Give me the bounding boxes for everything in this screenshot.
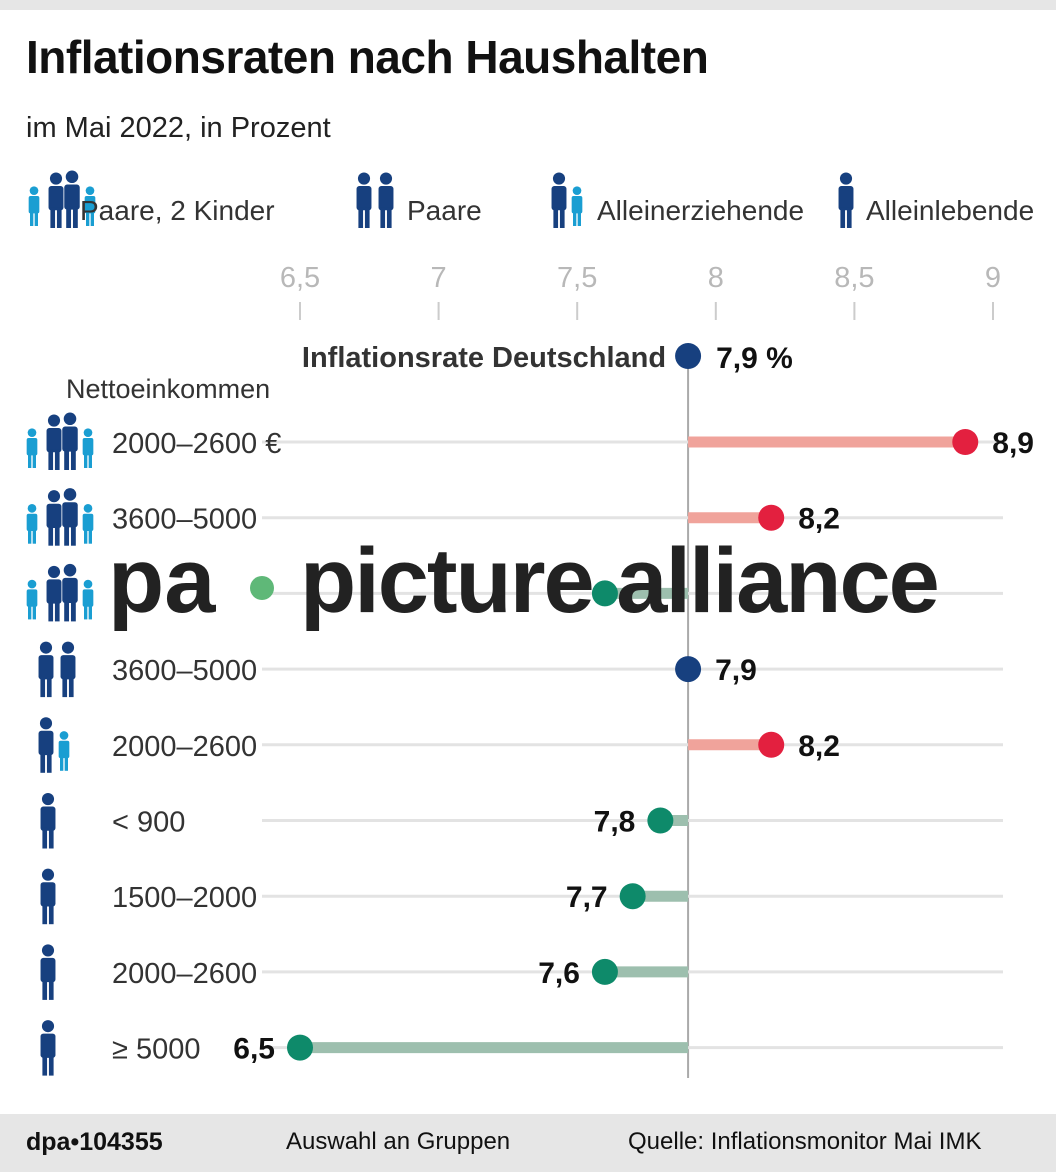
single-icon: [40, 792, 56, 849]
child-figure: [58, 731, 70, 771]
adult-figure: [62, 412, 78, 470]
child-figure: [26, 504, 38, 544]
row-label: 2000–2600: [112, 731, 257, 763]
child-figure: [571, 186, 583, 226]
child-figure: [26, 579, 38, 620]
single-parent-icon: [38, 717, 70, 773]
adult-figure: [46, 490, 62, 546]
child-figure: [82, 579, 94, 620]
watermark-pa: pa: [108, 530, 216, 632]
footer-note: Auswahl an Gruppen: [286, 1128, 511, 1155]
value-label: 8,2: [798, 730, 840, 763]
value-label: 7,7: [566, 881, 608, 914]
value-dot: [591, 580, 618, 607]
row-label: < 900: [112, 807, 185, 839]
child-figure: [82, 428, 94, 468]
value-dot: [287, 1034, 313, 1061]
couple-two-children-icon: [26, 563, 94, 622]
single-icon: [40, 1020, 56, 1076]
chart-title: Inflationsraten nach Haushalten: [26, 31, 709, 83]
child-figure: [28, 186, 40, 226]
couple-two-children-icon: [28, 170, 96, 228]
adult-figure: [46, 565, 62, 622]
child-figure: [26, 428, 38, 468]
tick-label: 8: [708, 262, 724, 294]
tick-label: 7,5: [557, 262, 597, 294]
adult-figure: [48, 172, 64, 228]
adult-figure: [40, 868, 56, 925]
watermark-picture-alliance: picture alliance: [300, 530, 938, 632]
single-icon: [40, 868, 56, 925]
tick-label: 9: [985, 262, 1001, 294]
value-label: 8,9: [992, 427, 1034, 460]
reference-dot: [675, 343, 702, 369]
adult-figure: [64, 170, 80, 228]
adult-figure: [60, 641, 76, 698]
adult-figure: [838, 172, 854, 228]
value-label: 7,6: [538, 957, 580, 990]
watermark-dot: [250, 576, 274, 600]
value-dot: [619, 883, 646, 910]
row-label: 2000–2600: [112, 958, 257, 990]
tick-label: 6,5: [280, 262, 320, 294]
adult-figure: [38, 717, 54, 773]
adult-figure: [38, 641, 54, 698]
child-figure: [84, 186, 96, 226]
value-label: 7,9: [715, 654, 757, 687]
reference-label: Inflationsrate Deutschland: [302, 342, 666, 374]
top-bar: [0, 0, 1056, 10]
adult-figure: [40, 792, 56, 849]
couple-two-children-icon: [26, 488, 94, 546]
single-person-icon: [838, 172, 854, 228]
value-label: 7,8: [594, 806, 636, 839]
chart: Paare, 2 Kinder Paare Alleinerziehende Alle…: [26, 170, 1034, 1078]
chart-subtitle: im Mai 2022, in Prozent: [26, 112, 331, 144]
value-dot: [675, 656, 702, 683]
value-dot: [591, 958, 618, 985]
single-parent-icon: [551, 172, 583, 228]
value-label: 6,5: [233, 1033, 275, 1066]
child-figure: [82, 504, 94, 544]
legend-label: Paare, 2 Kinder: [80, 195, 275, 226]
adult-figure: [62, 488, 78, 546]
row-header: Nettoeinkommen: [66, 374, 270, 404]
value-dot: [952, 429, 979, 455]
couple-icon: [38, 641, 76, 698]
adult-figure: [62, 563, 78, 622]
value-label: 8,2: [798, 503, 840, 536]
value-dot: [758, 504, 785, 531]
single-icon: [40, 944, 56, 1000]
adult-figure: [40, 944, 56, 1000]
couple-icon: [356, 172, 394, 228]
row-label: 3600–5000: [112, 655, 257, 687]
value-dot: [647, 807, 674, 834]
row-label: ≥ 5000: [112, 1034, 201, 1066]
tick-label: 7: [431, 262, 447, 294]
row-label: 2000–2600 €: [112, 428, 281, 460]
legend-label: Alleinerziehende: [597, 195, 804, 226]
row-label: 3600–5000: [112, 504, 257, 536]
tick-label: 8,5: [834, 262, 874, 294]
adult-figure: [378, 172, 394, 228]
adult-figure: [46, 414, 62, 470]
couple-two-children-icon: [26, 412, 94, 470]
adult-figure: [40, 1020, 56, 1076]
footer-source: Quelle: Inflationsmonitor Mai IMK: [628, 1128, 982, 1155]
footer: dpa•104355 Auswahl an Gruppen Quelle: In…: [0, 1114, 1056, 1172]
reference-value: 7,9 %: [716, 342, 793, 375]
legend-label: Paare: [407, 195, 482, 226]
row-label: 1500–2000: [112, 882, 257, 914]
legend-label: Alleinlebende: [866, 195, 1034, 226]
value-dot: [758, 731, 785, 758]
dpa-id: dpa•104355: [26, 1128, 163, 1156]
adult-figure: [356, 172, 372, 228]
adult-figure: [551, 172, 567, 228]
